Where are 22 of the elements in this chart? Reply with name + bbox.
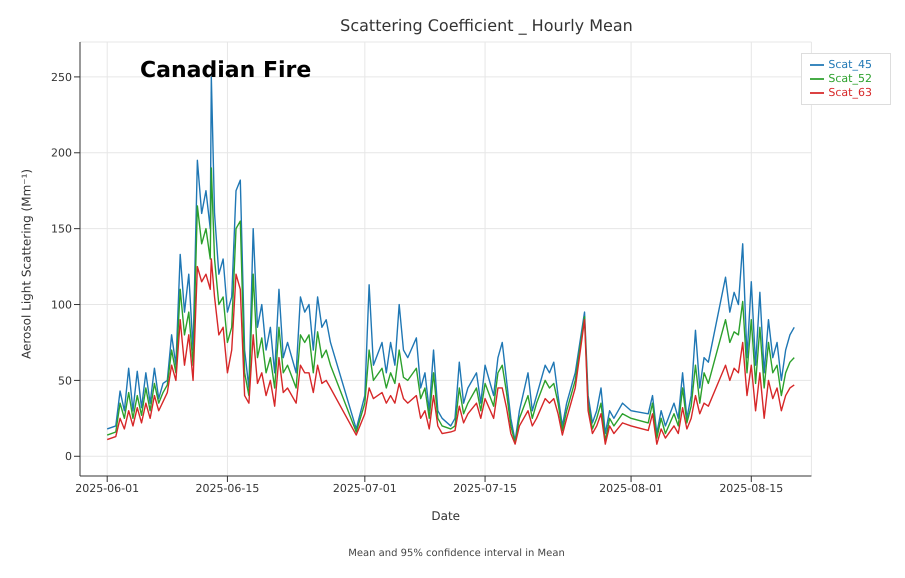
x-axis-title: Date — [431, 509, 460, 523]
annotation: Canadian Fire — [140, 58, 312, 83]
y-tick-label: 200 — [51, 146, 72, 160]
line-series — [106, 258, 795, 445]
x-tick-label: 2025-06-01 — [75, 482, 140, 495]
y-tick-label: 250 — [51, 70, 72, 84]
y-axis-title: Aerosol Light Scattering (Mm⁻¹) — [19, 168, 34, 359]
legend-label: Scat_63 — [828, 86, 872, 100]
x-tick-label: 2025-07-15 — [453, 482, 518, 495]
x-tick-label: 2025-08-15 — [719, 482, 784, 495]
x-tick-label: 2025-08-01 — [599, 482, 664, 495]
x-tick-label: 2025-07-01 — [332, 482, 397, 495]
text: Mean and 95% confidence interval in Mean — [347, 548, 566, 559]
x-tick-label: 2025-06-15 — [195, 482, 260, 495]
y-tick-label: 0 — [65, 450, 72, 464]
y-tick-label: 100 — [51, 298, 72, 312]
legend-label: Scat_52 — [828, 72, 872, 86]
line-series — [106, 167, 795, 444]
legend-label: Scat_45 — [828, 58, 872, 72]
chart-title: Scattering Coefficient _ Hourly Mean — [339, 16, 634, 35]
y-tick-label: 50 — [58, 374, 72, 388]
y-tick-label: 150 — [51, 222, 72, 236]
